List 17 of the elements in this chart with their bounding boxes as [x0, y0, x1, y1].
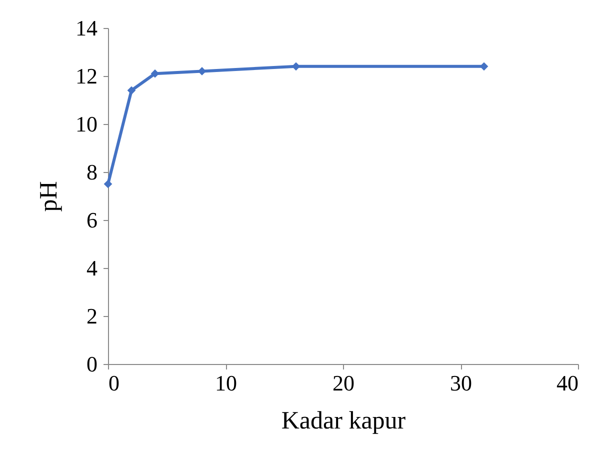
y-tick-label: 4 [86, 256, 98, 280]
y-tick-label: 14 [76, 16, 98, 40]
x-tick-label: 40 [556, 370, 578, 396]
x-tick-label: 10 [215, 370, 237, 396]
y-axis-title: pH [36, 181, 62, 212]
y-tick-label: 2 [86, 304, 98, 328]
point [104, 180, 112, 188]
y-tick-label: 8 [86, 160, 98, 184]
x-tick-label: 30 [450, 370, 472, 396]
point [127, 86, 136, 95]
x-tick-label: 20 [332, 370, 354, 396]
x-tick-label: 0 [108, 370, 120, 396]
y-tick-label: 0 [86, 352, 98, 376]
x-axis-title: Kadar kapur [281, 408, 406, 434]
y-tick-label: 6 [86, 208, 98, 232]
y-tick-label: 12 [76, 64, 98, 88]
y-tick-label: 10 [76, 112, 98, 136]
